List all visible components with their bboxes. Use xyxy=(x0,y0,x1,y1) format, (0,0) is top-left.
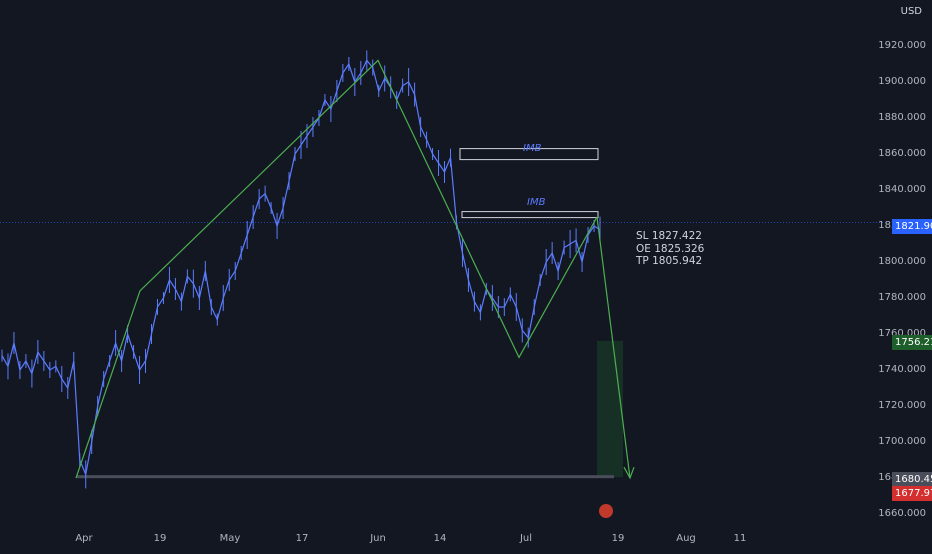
imb-box-upper xyxy=(459,148,599,161)
y-tick-label: 1840.000 xyxy=(878,184,926,195)
imb-label-upper: IMB xyxy=(523,143,542,154)
target-zone xyxy=(597,340,623,478)
x-tick-label: Jun xyxy=(370,533,386,544)
target-price-tag: 1756.218 xyxy=(892,335,932,350)
y-tick-label: 1740.000 xyxy=(878,364,926,375)
low-level-line xyxy=(76,475,614,479)
x-tick-label: May xyxy=(219,533,241,544)
stop-loss-label: SL 1827.422 xyxy=(636,230,702,242)
currency-label: USD xyxy=(900,6,922,17)
projection-arrow xyxy=(623,466,635,480)
y-tick-label: 1660.000 xyxy=(878,508,926,519)
x-tick-label: 11 xyxy=(733,533,747,544)
x-tick-label: Jul xyxy=(519,533,533,544)
y-tick-label: 1760.000 xyxy=(878,328,926,339)
price-series-line xyxy=(1,59,601,477)
trade-info: SL 1827.422 OE 1825.326 TP 1805.942 xyxy=(636,230,704,268)
imb-box-lower xyxy=(461,211,599,219)
y-tick-label: 1700.000 xyxy=(878,436,926,447)
imb-label-lower: IMB xyxy=(527,197,546,208)
current-price-tag: 1821.905 xyxy=(892,219,932,234)
take-profit-label: TP 1805.942 xyxy=(636,255,703,267)
projection-line xyxy=(596,216,631,479)
y-tick-label: 1880.000 xyxy=(878,112,926,123)
x-tick-label: Aug xyxy=(676,533,696,544)
x-tick-label: Apr xyxy=(75,533,93,544)
y-tick-label: 1900.000 xyxy=(878,76,926,87)
y-tick-label: 1720.000 xyxy=(878,400,926,411)
order-entry-label: OE 1825.326 xyxy=(636,242,705,255)
zigzag-line xyxy=(75,59,598,479)
level-a-tag: 1680.458 xyxy=(892,472,932,487)
x-tick-label: 19 xyxy=(611,533,625,544)
x-tick-label: 17 xyxy=(295,533,309,544)
y-tick-label: 1780.000 xyxy=(878,292,926,303)
y-tick-label: 1920.000 xyxy=(878,40,926,51)
x-tick-label: 19 xyxy=(153,533,167,544)
event-marker xyxy=(599,504,613,518)
y-tick-label: 1860.000 xyxy=(878,148,926,159)
level-b-tag: 1677.971 xyxy=(892,486,932,501)
x-tick-label: 14 xyxy=(433,533,447,544)
y-tick-label: 1800.000 xyxy=(878,256,926,267)
